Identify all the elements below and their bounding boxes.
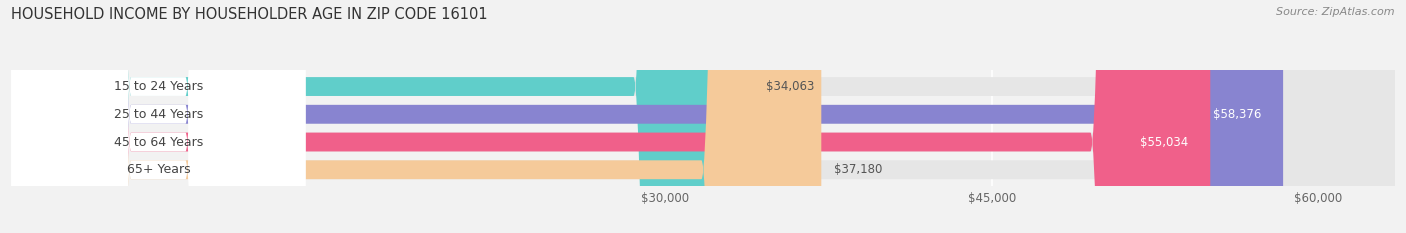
Text: Source: ZipAtlas.com: Source: ZipAtlas.com <box>1277 7 1395 17</box>
Text: HOUSEHOLD INCOME BY HOUSEHOLDER AGE IN ZIP CODE 16101: HOUSEHOLD INCOME BY HOUSEHOLDER AGE IN Z… <box>11 7 488 22</box>
FancyBboxPatch shape <box>11 0 305 233</box>
Text: 65+ Years: 65+ Years <box>127 163 190 176</box>
Text: 25 to 44 Years: 25 to 44 Years <box>114 108 202 121</box>
Text: 15 to 24 Years: 15 to 24 Years <box>114 80 202 93</box>
FancyBboxPatch shape <box>11 0 821 233</box>
FancyBboxPatch shape <box>11 0 305 233</box>
FancyBboxPatch shape <box>11 0 1395 233</box>
Text: $55,034: $55,034 <box>1140 136 1188 148</box>
FancyBboxPatch shape <box>11 0 305 233</box>
Text: 45 to 64 Years: 45 to 64 Years <box>114 136 202 148</box>
FancyBboxPatch shape <box>11 0 1211 233</box>
FancyBboxPatch shape <box>11 0 305 233</box>
FancyBboxPatch shape <box>11 0 754 233</box>
Text: $37,180: $37,180 <box>834 163 883 176</box>
FancyBboxPatch shape <box>11 0 1395 233</box>
Text: $58,376: $58,376 <box>1213 108 1261 121</box>
FancyBboxPatch shape <box>11 0 1395 233</box>
Text: $34,063: $34,063 <box>766 80 815 93</box>
FancyBboxPatch shape <box>11 0 1284 233</box>
FancyBboxPatch shape <box>11 0 1395 233</box>
